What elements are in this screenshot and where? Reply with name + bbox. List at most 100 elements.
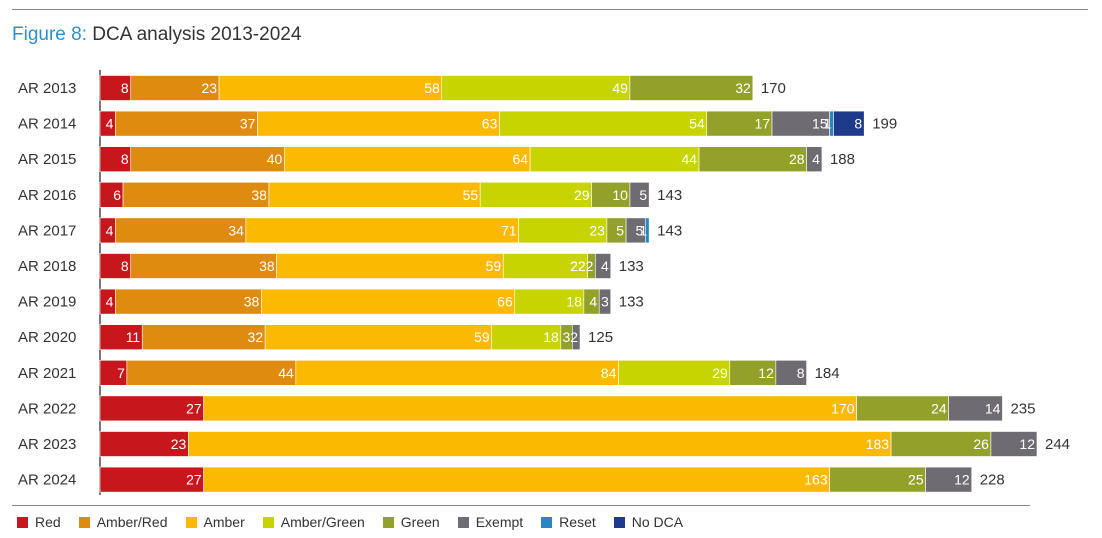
legend-label: Red [35, 514, 61, 530]
legend-swatch [613, 516, 625, 528]
total-label: 125 [588, 329, 613, 346]
bar-segment [115, 217, 247, 244]
data-label: 4 [106, 294, 114, 310]
bar-segment [529, 146, 700, 172]
legend-label: Amber [203, 514, 245, 530]
bar-segment [990, 431, 1038, 457]
data-label: 64 [513, 151, 529, 167]
data-label: 29 [712, 365, 728, 381]
bar-segment [706, 110, 773, 137]
legend-label: Amber/Red [96, 514, 168, 530]
legend-item: Green [382, 514, 440, 530]
bar-segment [591, 182, 631, 208]
data-label: 66 [497, 294, 513, 310]
total-label: 133 [619, 294, 644, 311]
chart-title: Figure 8: DCA analysis 2013-2024 [12, 24, 301, 46]
bar-segment [829, 466, 926, 493]
data-label: 23 [589, 222, 605, 238]
data-label: 3 [563, 329, 571, 345]
legend: Red Amber/Red Amber Amber/Green Green Exempt R… [17, 514, 683, 530]
data-label: 40 [267, 151, 283, 167]
bar-segment [572, 324, 581, 351]
bar-segment [502, 253, 589, 279]
legend-label: Green [400, 514, 440, 530]
category-label: AR 2014 [18, 116, 76, 133]
bar-segment [645, 217, 650, 244]
bar-segment [257, 110, 500, 137]
bottom-rule [12, 505, 1030, 506]
bar-segment [245, 217, 519, 244]
bar-segment [833, 110, 865, 137]
legend-label: Exempt [475, 514, 524, 530]
category-label: AR 2020 [18, 329, 76, 346]
legend-swatch [541, 516, 553, 528]
bar-segment [115, 288, 262, 315]
data-label: 12 [758, 365, 774, 381]
total-label: 170 [761, 80, 786, 97]
legend-label: Reset [559, 514, 596, 530]
total-label: 143 [657, 187, 682, 204]
data-label: 6 [113, 187, 121, 203]
total-label: 188 [830, 151, 855, 168]
data-label: 14 [985, 400, 1001, 416]
data-label: 4 [812, 151, 820, 167]
bar-segment [775, 359, 807, 386]
bar-segment [518, 217, 608, 244]
bar-segment [595, 253, 612, 279]
data-label: 54 [689, 116, 705, 132]
bar-segment [99, 395, 204, 422]
bar-segment [126, 359, 297, 386]
data-label: 17 [754, 116, 770, 132]
bar-segment [130, 146, 285, 172]
bar-segment [514, 288, 585, 315]
data-label: 38 [251, 187, 267, 203]
bar-segment [890, 431, 992, 457]
data-label: 32 [735, 80, 751, 96]
legend-item: Exempt [457, 514, 524, 530]
data-label: 5 [636, 222, 644, 238]
data-label: 24 [931, 400, 947, 416]
category-label: AR 2019 [18, 294, 76, 311]
data-label: 18 [566, 294, 582, 310]
data-label: 37 [240, 116, 256, 132]
bar-segment [99, 359, 128, 386]
bar-segment [188, 431, 892, 457]
bar-segment [99, 146, 132, 172]
legend-item: Reset [541, 514, 596, 530]
data-label: 7 [117, 365, 125, 381]
figure-title: DCA analysis 2013-2024 [92, 24, 302, 45]
bar-segment [479, 182, 592, 208]
data-label: 8 [121, 258, 129, 274]
data-label: 55 [463, 187, 479, 203]
data-label: 38 [244, 294, 260, 310]
data-label: 27 [186, 472, 202, 488]
data-label: 8 [121, 151, 129, 167]
data-label: 2 [570, 329, 578, 345]
data-label: 44 [278, 365, 294, 381]
data-label: 1 [824, 116, 832, 132]
data-label: 4 [106, 116, 114, 132]
legend-label: Amber/Green [280, 514, 365, 530]
legend-item: Red [17, 514, 61, 530]
data-label: 34 [228, 222, 244, 238]
bar-segment [130, 253, 277, 279]
category-label: AR 2013 [18, 80, 76, 97]
data-label: 59 [474, 329, 490, 345]
bar-segment [948, 395, 1003, 422]
data-label: 25 [908, 472, 924, 488]
bar-segment [499, 110, 708, 137]
bar-segment [295, 359, 619, 386]
bar-segment [268, 182, 481, 208]
data-label: 58 [424, 80, 440, 96]
data-label: 28 [789, 151, 805, 167]
data-label: 84 [601, 365, 617, 381]
legend-swatch [78, 516, 90, 528]
data-label: 3 [601, 294, 609, 310]
data-label: 183 [866, 436, 890, 452]
data-label: 23 [171, 436, 187, 452]
data-label: 44 [681, 151, 697, 167]
total-label: 235 [1010, 400, 1035, 417]
legend-label: No DCA [631, 514, 684, 530]
bar-segment [729, 359, 777, 386]
